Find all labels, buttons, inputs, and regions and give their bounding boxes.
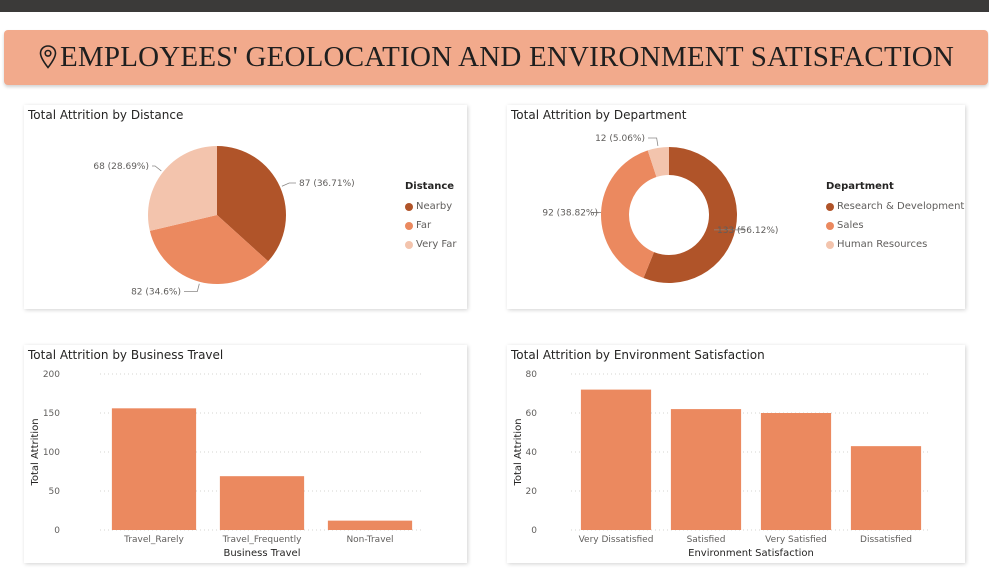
distance-legend: Distance Nearby Far Very Far <box>405 181 457 254</box>
legend-label: Very Far <box>416 239 457 250</box>
data-label: 92 (38.82%) <box>542 208 598 218</box>
legend-label: Human Resources <box>837 239 927 250</box>
leader-line <box>282 183 296 186</box>
x-tick-label: Travel_Frequently <box>222 535 303 545</box>
y-tick-label: 80 <box>526 370 538 380</box>
legend-label: Far <box>416 220 431 231</box>
legend-dot <box>826 241 834 249</box>
bar-very-dissatisfied[interactable] <box>581 390 651 530</box>
x-tick-label: Non-Travel <box>346 535 393 545</box>
x-axis-title: Environment Satisfaction <box>688 548 814 559</box>
legend-title: Department <box>826 181 964 192</box>
y-axis-title: Total Attrition <box>513 418 524 486</box>
department-donut-card[interactable]: Total Attrition by Department 133 (56.12… <box>507 105 965 309</box>
legend-dot <box>405 203 413 211</box>
y-axis-title: Total Attrition <box>30 418 41 486</box>
y-tick-label: 100 <box>43 448 60 458</box>
page-title: EMPLOYEES' GEOLOCATION AND ENVIRONMENT S… <box>60 41 954 74</box>
legend-item-research-development[interactable]: Research & Development <box>826 197 964 216</box>
legend-item-sales[interactable]: Sales <box>826 216 964 235</box>
slice-sales[interactable] <box>601 150 656 278</box>
legend-dot <box>405 241 413 249</box>
legend-item-far[interactable]: Far <box>405 216 457 235</box>
legend-label: Nearby <box>416 201 452 212</box>
y-tick-label: 0 <box>531 526 537 536</box>
leader-line <box>152 166 161 171</box>
data-label: 133 (56.12%) <box>717 226 778 236</box>
legend-label: Research & Development <box>837 201 964 212</box>
bar-travel-rarely[interactable] <box>112 408 196 530</box>
y-tick-label: 50 <box>49 487 61 497</box>
bar-non-travel[interactable] <box>328 521 412 530</box>
y-tick-label: 20 <box>526 487 538 497</box>
environment-satisfaction-bar-card[interactable]: Total Attrition by Environment Satisfact… <box>507 345 965 563</box>
data-label: 68 (28.69%) <box>93 162 149 172</box>
data-label: 12 (5.06%) <box>595 134 645 144</box>
x-tick-label: Dissatisfied <box>860 535 912 545</box>
data-label: 87 (36.71%) <box>299 179 355 189</box>
location-pin-icon <box>38 44 58 70</box>
legend-dot <box>826 222 834 230</box>
environment-satisfaction-bar-chart: 0 20 40 60 80 Very Dissatisfied Satisfied Very … <box>507 345 965 563</box>
legend-item-human-resources[interactable]: Human Resources <box>826 235 964 254</box>
leader-line <box>184 284 199 292</box>
x-tick-label: Very Dissatisfied <box>579 535 654 545</box>
distance-pie-card[interactable]: Total Attrition by Distance 87 (36.71%) 8… <box>24 105 467 309</box>
business-travel-bar-card[interactable]: Total Attrition by Business Travel 0 50 10… <box>24 345 467 563</box>
y-tick-label: 150 <box>43 409 60 419</box>
top-bar <box>0 0 989 12</box>
y-tick-label: 0 <box>54 526 60 536</box>
y-tick-label: 60 <box>526 409 538 419</box>
page-banner: EMPLOYEES' GEOLOCATION AND ENVIRONMENT S… <box>4 30 988 85</box>
bar-satisfied[interactable] <box>671 409 741 530</box>
legend-dot <box>826 203 834 211</box>
bar-dissatisfied[interactable] <box>851 446 921 530</box>
department-legend: Department Research & Development Sales … <box>826 181 964 254</box>
legend-dot <box>405 222 413 230</box>
y-tick-label: 40 <box>526 448 538 458</box>
data-label: 82 (34.6%) <box>131 288 181 298</box>
bar-travel-frequently[interactable] <box>220 476 304 530</box>
legend-label: Sales <box>837 220 864 231</box>
x-tick-label: Very Satisfied <box>765 535 827 545</box>
y-tick-label: 200 <box>43 370 60 380</box>
leader-line <box>648 138 658 146</box>
distance-pie-chart: 87 (36.71%) 82 (34.6%) 68 (28.69%) <box>24 105 467 309</box>
legend-item-nearby[interactable]: Nearby <box>405 197 457 216</box>
x-axis-title: Business Travel <box>223 548 300 559</box>
x-tick-label: Satisfied <box>687 535 726 545</box>
bar-very-satisfied[interactable] <box>761 413 831 530</box>
legend-item-very-far[interactable]: Very Far <box>405 235 457 254</box>
legend-title: Distance <box>405 181 457 192</box>
x-tick-label: Travel_Rarely <box>123 535 184 545</box>
business-travel-bar-chart: 0 50 100 150 200 Travel_Rarely Travel_Frequent… <box>24 345 467 563</box>
